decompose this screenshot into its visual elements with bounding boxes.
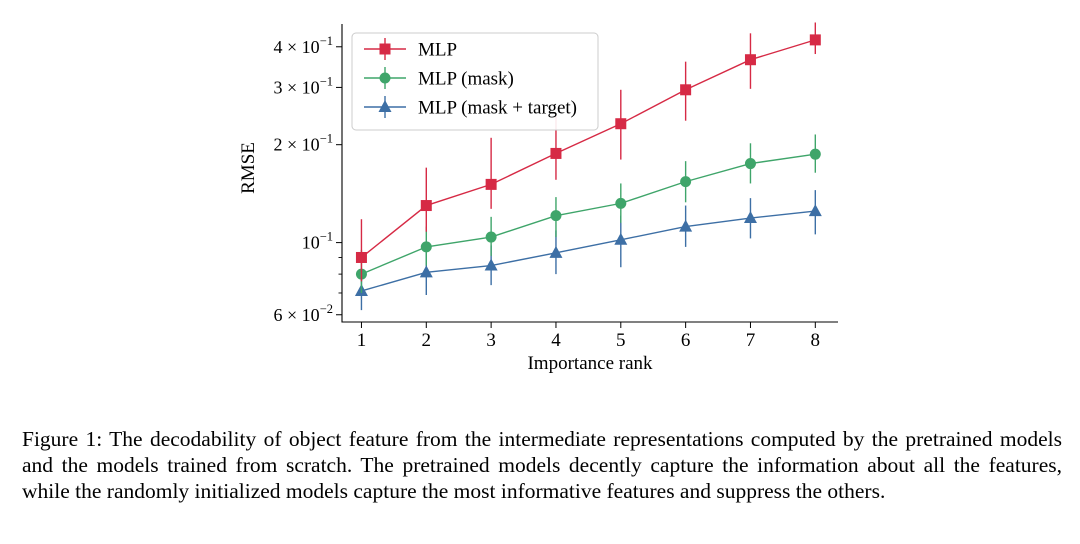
- x-tick-label: 7: [746, 330, 756, 351]
- data-point: [485, 178, 497, 190]
- legend-marker: [378, 100, 392, 112]
- series-layer: [354, 22, 822, 311]
- series-square: [355, 22, 821, 282]
- x-tick-label: 8: [811, 330, 821, 351]
- series-line: [361, 39, 816, 259]
- data-point: [420, 200, 432, 212]
- data-point: [420, 241, 432, 253]
- data-point: [809, 34, 821, 46]
- axes: 1 2 3 4 5 6 7 8 6 × 10−2 10−1 2 × 10−1 3 × 10−1 4 × …: [238, 24, 838, 374]
- data-point: [355, 251, 367, 263]
- legend-label: MLP (mask + target): [418, 98, 577, 119]
- legend-label: MLP (mask): [418, 69, 514, 90]
- data-point: [679, 219, 693, 232]
- x-tick-label: 4: [551, 330, 561, 351]
- x-tick-label: 6: [681, 330, 691, 351]
- series-line: [361, 153, 816, 275]
- y-axis-label: RMSE: [238, 142, 259, 194]
- legend-box: [351, 32, 599, 131]
- data-point: [485, 231, 497, 243]
- y-tick-label: 10−1: [302, 230, 333, 253]
- legend-entry: MLP (mask): [364, 67, 514, 90]
- data-point: [419, 265, 433, 278]
- x-tick-label: 5: [616, 330, 626, 351]
- y-tick-label: 2 × 10−1: [274, 132, 333, 155]
- data-point: [680, 176, 692, 188]
- series-line: [361, 210, 816, 292]
- data-point: [549, 245, 563, 258]
- series-triangle: [354, 190, 822, 311]
- data-point: [615, 197, 627, 209]
- y-tick-label: 3 × 10−1: [274, 74, 333, 97]
- data-point: [808, 204, 822, 217]
- legend: MLP MLP (mask) MLP (mask + target): [351, 32, 599, 131]
- legend-entry: MLP: [364, 38, 457, 61]
- x-tick-label: 3: [486, 330, 496, 351]
- data-point: [614, 232, 628, 245]
- data-point: [743, 211, 757, 224]
- data-point: [550, 147, 562, 159]
- data-point: [615, 118, 627, 130]
- data-point: [744, 158, 756, 170]
- legend-label: MLP: [418, 40, 457, 61]
- data-point: [680, 84, 692, 96]
- data-point: [809, 148, 821, 160]
- y-tick-label: 4 × 10−1: [274, 34, 333, 57]
- data-point: [744, 54, 756, 66]
- data-point: [550, 210, 562, 222]
- legend-marker: [379, 43, 391, 55]
- rmse-line-chart: 1 2 3 4 5 6 7 8 6 × 10−2 10−1 2 × 10−1 3 × 10−1 4 × …: [238, 22, 838, 374]
- legend-entry: MLP (mask + target): [364, 96, 577, 119]
- x-axis-label: Importance rank: [527, 353, 653, 374]
- x-tick-label: 2: [422, 330, 432, 351]
- figure-caption: Figure 1: The decodability of object fea…: [22, 426, 1062, 503]
- figure: 1 2 3 4 5 6 7 8 6 × 10−2 10−1 2 × 10−1 3 × 10−1 4 × …: [238, 22, 838, 374]
- series-circle: [355, 134, 821, 293]
- legend-marker: [379, 72, 391, 84]
- data-point: [484, 258, 498, 271]
- x-tick-label: 1: [357, 330, 367, 351]
- y-tick-label: 6 × 10−2: [274, 302, 333, 325]
